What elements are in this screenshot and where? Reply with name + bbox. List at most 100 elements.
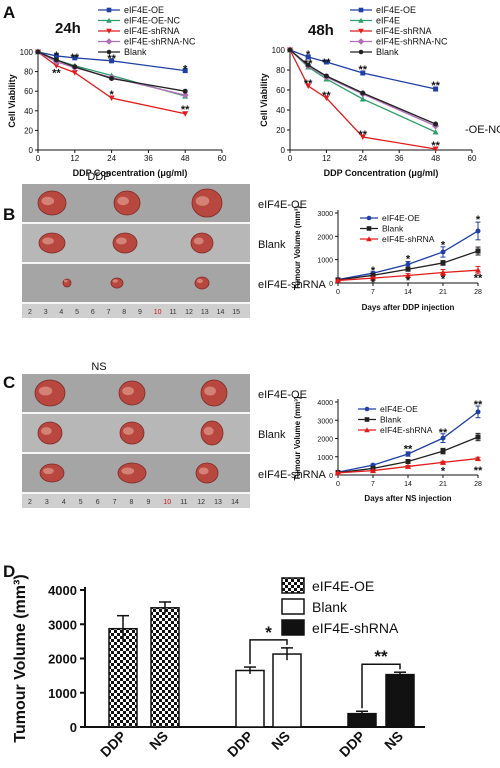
legend-item-eif4e-oe: eIF4E-OE <box>360 213 420 223</box>
data-point <box>440 260 446 266</box>
legend-marker <box>364 406 370 412</box>
legend-item-eif4e-shrna-nc: eIF4E-shRNA-NC <box>350 37 448 47</box>
series-blank <box>335 432 481 476</box>
legend-item-blank: Blank <box>98 47 147 57</box>
ruler-number: 4 <box>59 309 63 316</box>
significance-mark: ** <box>474 465 483 477</box>
legend-item-eif4e-shrna: eIF4E-shRNA <box>98 26 180 36</box>
y-tick-label: 4000 <box>317 400 333 407</box>
significance-mark: ** <box>359 64 368 76</box>
y-tick-label: 2000 <box>48 652 77 667</box>
significance-mark: * <box>371 265 376 277</box>
legend-label: eIF4E-OE <box>124 5 164 15</box>
legend-swatch <box>281 577 305 594</box>
data-point <box>440 269 446 275</box>
y-tick-label: 3000 <box>317 418 333 425</box>
bar <box>108 627 138 728</box>
legend-label: Blank <box>312 599 348 615</box>
ruler-number: 5 <box>79 499 83 506</box>
x-tick-label: 0 <box>288 154 293 163</box>
data-point <box>359 134 366 140</box>
y-tick-label: 1000 <box>317 455 333 462</box>
tumour <box>194 276 210 290</box>
bar <box>385 673 415 728</box>
photo-row-label: Blank <box>258 429 286 441</box>
x-tick-label: 48 <box>431 154 440 163</box>
data-point <box>405 266 411 272</box>
ruler-number: 9 <box>146 499 150 506</box>
y-tick-label: 0 <box>281 146 286 155</box>
y-tick-label: 0 <box>329 473 333 480</box>
ruler-number: 12 <box>185 309 193 316</box>
ruler-number: 9 <box>138 309 142 316</box>
chart-title: 24h <box>55 20 81 37</box>
x-tick-label: 48 <box>181 154 190 163</box>
data-point <box>108 95 115 102</box>
tumour-highlight <box>43 467 54 475</box>
significance-mark: * <box>306 49 311 61</box>
x-tick-label: DDP <box>336 728 368 760</box>
ruler-number: 10 <box>154 309 162 316</box>
data-point <box>305 83 312 89</box>
ruler-number: 12 <box>197 499 205 506</box>
x-tick-label: 24 <box>358 154 367 163</box>
ruler-number: 10 <box>163 499 171 506</box>
legend-item-blank: Blank <box>358 415 402 425</box>
y-tick-label: 1000 <box>317 258 333 265</box>
y-axis-label: Tumour Volume (mm³) <box>293 396 302 480</box>
data-point <box>360 90 366 96</box>
data-point <box>287 47 293 53</box>
legend-label: Blank <box>380 415 402 425</box>
legend-marker <box>366 236 372 242</box>
data-point <box>53 57 59 63</box>
x-tick-label: NS <box>268 728 293 753</box>
data-point <box>475 248 481 254</box>
data-point <box>405 272 411 279</box>
data-point <box>182 111 189 117</box>
data-point <box>475 267 481 273</box>
data-point <box>323 59 329 65</box>
ruler-number: 13 <box>214 499 222 506</box>
significance-mark: ** <box>304 78 313 90</box>
legend: eIF4E-OEeIF4E-OE-NCeIF4E-shRNAeIF4E-shRN… <box>98 5 196 57</box>
data-point <box>359 96 366 102</box>
bar <box>235 669 265 728</box>
x-tick-label: 0 <box>336 289 340 296</box>
series-blank <box>35 49 188 94</box>
significance-mark: ** <box>322 90 331 102</box>
legend-marker <box>366 226 372 231</box>
side-note: -OE-NC <box>465 124 500 136</box>
ruler-number: 4 <box>62 499 66 506</box>
ruler-number: 13 <box>201 309 209 316</box>
y-tick-label: 60 <box>24 87 33 96</box>
x-tick-label: 28 <box>474 481 482 488</box>
legend-marker <box>106 17 112 23</box>
tumour-photo-ddp: DDP eIF4E-OE Blank eIF4E-shRNA 2 3 4 5 6 7 8 9 10 11 1… <box>22 171 327 318</box>
legend-marker <box>364 427 370 433</box>
x-tick-label: 7 <box>371 481 375 488</box>
series-eif4e-shrna <box>335 265 481 283</box>
legend-swatch <box>281 598 305 615</box>
x-tick-label: 24 <box>107 154 116 163</box>
significance-mark: * <box>371 277 376 289</box>
legend-item-eif4e-shrna: eIF4E-shRNA <box>358 425 433 435</box>
y-tick-label: 3000 <box>48 617 77 632</box>
tumour-highlight <box>198 467 209 475</box>
ruler-number: 7 <box>113 499 117 506</box>
ruler-number: 6 <box>91 309 95 316</box>
x-axis-label: DDP Concentration (μg/ml) <box>324 168 439 178</box>
data-point <box>405 451 411 457</box>
data-point <box>71 70 78 76</box>
tumour-photo-ns: NS eIF4E-OE Blank eIF4E-shRNA 2 3 4 5 6 7 8 9 10 11 12… <box>22 361 327 508</box>
panel-letter-c: C <box>3 373 15 392</box>
data-point <box>72 64 78 70</box>
ruler-number: 15 <box>232 309 240 316</box>
significance-mark: ** <box>431 140 440 152</box>
photo-row-label: eIF4E-OE <box>258 389 307 401</box>
x-tick-label: 0 <box>336 481 340 488</box>
ruler-number: 3 <box>45 499 49 506</box>
x-tick-label: NS <box>146 728 171 753</box>
